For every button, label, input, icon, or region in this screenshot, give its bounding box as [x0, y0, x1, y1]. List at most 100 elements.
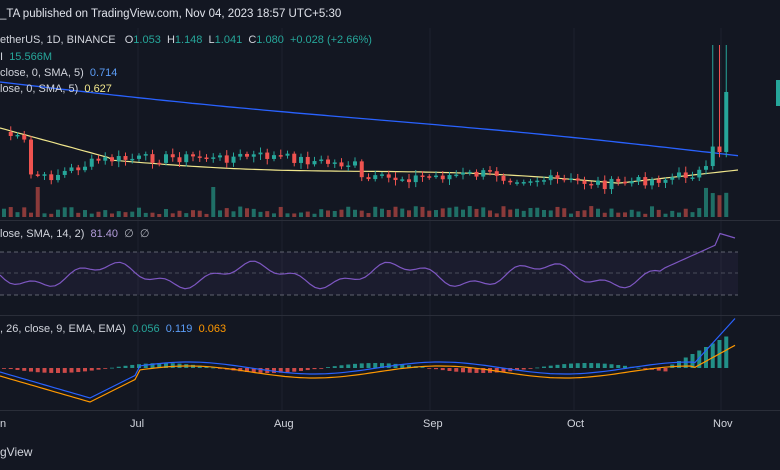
macd-histogram-bar [164, 363, 168, 368]
candle-body [272, 155, 276, 159]
macd-histogram-bar [535, 367, 540, 369]
macd-histogram-bar [420, 367, 425, 368]
candle-body [123, 156, 128, 160]
candle-body [103, 157, 108, 161]
volume-bar [35, 187, 40, 217]
volume-bar [305, 211, 310, 217]
macd-histogram-bar [494, 368, 499, 373]
volume-bar [49, 213, 54, 217]
volume-bar [704, 187, 708, 217]
candle-body [339, 162, 344, 167]
macd-histogram-bar [76, 368, 81, 373]
macd-histogram-bar [137, 364, 141, 368]
macd-histogram-bar [2, 368, 6, 369]
candle-body [353, 161, 357, 166]
candle-body [116, 156, 121, 162]
candle-body [224, 155, 229, 163]
ohlc-legend: etherUS, 1D, BINANCE O1.053 H1.148 L1.04… [0, 34, 372, 46]
volume-bar [346, 206, 351, 217]
candle-body [575, 178, 580, 181]
sma2-label[interactable]: lose, 0, SMA, 5) [0, 83, 79, 95]
volume-bar [697, 208, 702, 217]
volume-bar [629, 209, 634, 217]
macd-label[interactable]: , 26, close, 9, EMA, EMA) [0, 323, 126, 335]
volume-value: 15.566M [9, 51, 52, 63]
volume-bar [656, 209, 661, 217]
macd-histogram-bar [103, 368, 108, 369]
macd-histogram-bar [292, 368, 297, 372]
volume-bar [650, 206, 654, 217]
volume-bar [8, 207, 13, 217]
macd-histogram-bar [130, 364, 135, 368]
macd-histogram-bar [575, 363, 580, 368]
volume-bar [548, 210, 553, 217]
volume-bar [596, 208, 600, 217]
pane-separator [0, 315, 780, 316]
candle-body [292, 153, 297, 163]
ma-line-yellow [0, 127, 739, 184]
volume-bar [528, 207, 533, 217]
macd-histogram-bar [548, 365, 553, 368]
candle-body [278, 155, 283, 157]
volume-bar [474, 208, 479, 217]
volume-bar [339, 209, 344, 217]
symbol-label[interactable]: etherUS, 1D, BINANCE [0, 34, 116, 46]
rsi-value: 81.40 [90, 228, 119, 240]
month-label-jun: n [0, 418, 7, 430]
candle-body [380, 174, 384, 176]
candle-body [643, 177, 648, 186]
candle-body [319, 159, 324, 162]
volume-bar [245, 208, 249, 217]
candle-body [393, 177, 398, 181]
macd-histogram-bar [83, 368, 87, 372]
candle-body [332, 162, 337, 164]
macd-histogram-bar [690, 354, 695, 368]
candle-body [110, 157, 114, 162]
macd-histogram-bar [211, 367, 216, 369]
macd-histogram-bar [663, 368, 668, 372]
candle-body [515, 182, 519, 184]
candle-body [427, 176, 432, 178]
open-value: 1.053 [133, 34, 161, 46]
macd-histogram-bar [616, 364, 621, 368]
macd-histogram-bar [353, 363, 357, 368]
macd-histogram-bar [589, 363, 594, 368]
volume-bar [467, 206, 472, 217]
volume-bar [636, 211, 641, 217]
volume-bar [724, 192, 729, 217]
sma2-value: 0.627 [84, 83, 112, 95]
macd-histogram-bar [258, 368, 263, 373]
candle-body [359, 161, 364, 178]
low-value: 1.041 [214, 34, 243, 46]
candle-body [623, 181, 627, 184]
volume-bar [575, 211, 580, 217]
volume-bar [717, 195, 722, 217]
sma2-legend: lose, 0, SMA, 5) 0.627 [0, 83, 112, 95]
volume-bar [521, 210, 526, 217]
volume-bar [413, 206, 418, 217]
volume-bar [690, 212, 695, 217]
candle-body [197, 156, 202, 158]
candle-body [191, 154, 195, 157]
macd-histogram-bar [515, 368, 519, 371]
volume-bar [643, 213, 648, 217]
macd-histogram-bar [110, 367, 114, 369]
volume-bar [211, 187, 216, 217]
macd-histogram-bar [251, 368, 256, 373]
volume-bar [710, 193, 715, 217]
candle-body [488, 170, 492, 172]
macd-histogram-bar [49, 368, 54, 373]
candle-body [440, 175, 445, 180]
candle-body [724, 91, 729, 153]
sma1-label[interactable]: close, 0, SMA, 5) [0, 67, 84, 79]
candle-body [265, 152, 270, 159]
candle-body [494, 171, 499, 176]
last-price-marker [776, 80, 780, 106]
month-label-oct: Oct [567, 418, 585, 430]
rsi-legend: lose, SMA, 14, 2) 81.40 ∅ ∅ [0, 227, 149, 240]
rsi-label[interactable]: lose, SMA, 14, 2) [0, 228, 85, 240]
volume-bar [251, 208, 256, 217]
macd-histogram-bar [724, 336, 729, 368]
candle-body [8, 131, 13, 136]
